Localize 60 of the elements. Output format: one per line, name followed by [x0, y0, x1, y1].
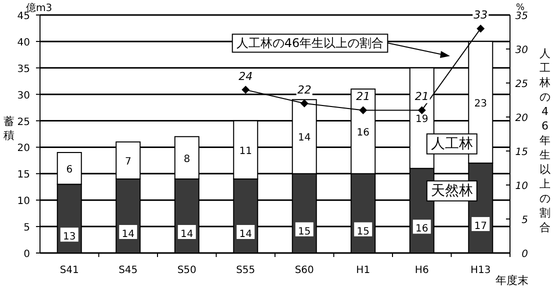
data-label: 14	[239, 228, 252, 240]
data-label: 15	[298, 226, 311, 238]
y2-tick-label: 15	[515, 147, 528, 158]
data-label: 15	[356, 226, 370, 238]
y2-tick-label: 20	[515, 113, 528, 124]
y2-tick-label: 30	[515, 45, 528, 56]
x-tick-label: H6	[414, 265, 429, 276]
text: 人工林の46年生以上の割合	[540, 47, 550, 234]
y2-tick-label: 10	[515, 181, 528, 192]
point	[476, 24, 485, 33]
y-tick-label: 25	[17, 116, 30, 128]
data-label: 13	[63, 232, 76, 243]
y-tick-label: 5	[24, 222, 30, 234]
data-label: 14	[122, 228, 134, 240]
x-tick-label: H13	[470, 265, 491, 276]
data-label: 19	[416, 114, 428, 126]
y-tick-label: 20	[17, 143, 30, 154]
data-label: 21	[356, 90, 370, 104]
point	[242, 86, 250, 94]
series-label: 天然林	[430, 182, 473, 199]
x-axis-title: 年度末	[496, 274, 528, 287]
data-label: 8	[184, 154, 190, 165]
y-tick-label: 45	[17, 11, 30, 22]
data-label: 6	[66, 164, 73, 176]
data-label: 23	[474, 98, 487, 110]
point	[418, 106, 426, 114]
y-tick-label: 10	[17, 196, 30, 208]
x-tick-label: S50	[177, 265, 196, 276]
data-label: 22	[297, 83, 312, 96]
y2-tick-label: 0	[522, 249, 528, 260]
data-label: 16	[416, 224, 428, 235]
data-label: 7	[124, 156, 132, 168]
point	[300, 99, 308, 108]
y-axis-title: 蓄積	[4, 115, 14, 142]
text: 億m3	[26, 2, 52, 14]
data-label: 21	[414, 90, 429, 104]
x-tick-label: S45	[118, 265, 138, 276]
y-tick-label: 15	[17, 170, 30, 181]
series-label: 人工林	[430, 136, 473, 152]
y-tick-label: 35	[17, 64, 30, 75]
data-label: 33	[474, 8, 488, 22]
x-tick-label: S41	[60, 265, 79, 276]
y2-tick-label: 25	[515, 79, 528, 90]
text: %	[516, 3, 525, 13]
data-label: 24	[238, 70, 253, 83]
y-tick-label: 0	[24, 249, 30, 260]
x-tick-label: S60	[294, 265, 314, 276]
data-label: 16	[356, 127, 370, 138]
data-label: 14	[298, 132, 311, 144]
data-label: 14	[180, 228, 194, 240]
y-tick-label: 30	[17, 90, 30, 102]
point	[359, 106, 368, 114]
y2-tick-label: 5	[522, 215, 528, 226]
x-tick-label: H1	[356, 265, 370, 276]
x-tick-label: S55	[236, 265, 256, 276]
data-label: 17	[474, 221, 487, 232]
legend-label: 人工林の46年生以上の割合	[236, 36, 384, 50]
y2-tick-label: 35	[515, 11, 528, 22]
data-label: 11	[239, 146, 252, 157]
y-tick-label: 40	[17, 37, 30, 48]
